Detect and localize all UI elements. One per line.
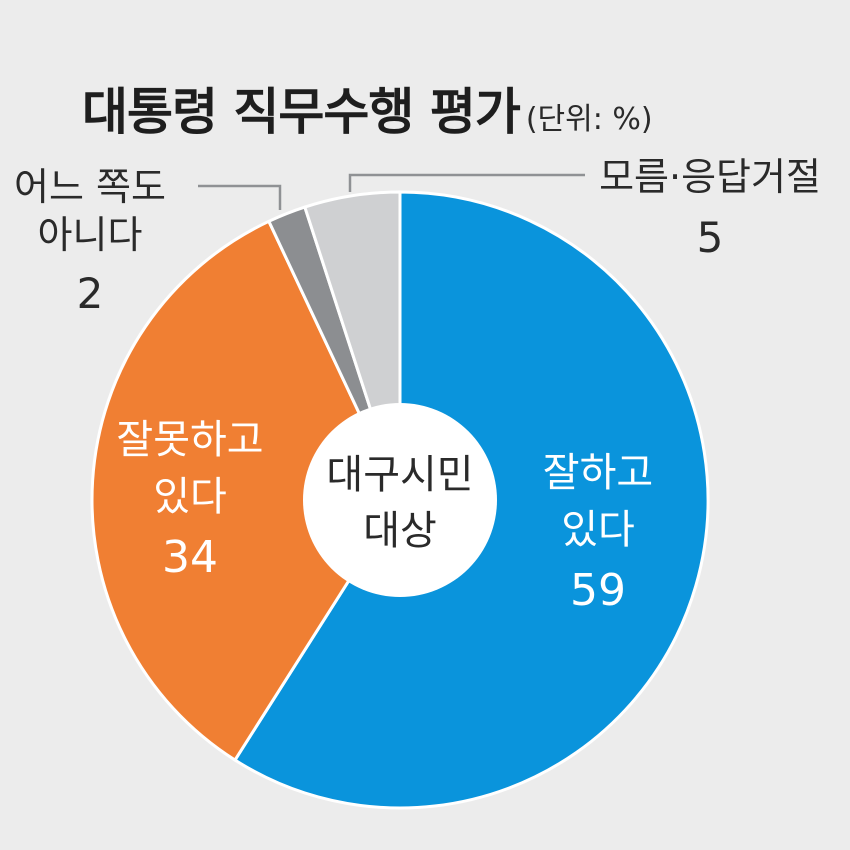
leader-line-3 bbox=[348, 173, 585, 192]
slice-label-0: 있다 bbox=[561, 507, 635, 553]
slice-value-2: 2 bbox=[77, 269, 104, 318]
chart-title-group: 대통령 직무수행 평가 (단위: %) bbox=[82, 72, 653, 144]
slice-label-2: 어느 쪽도 bbox=[14, 165, 166, 209]
chart-title: 대통령 직무수행 평가 bbox=[82, 83, 521, 141]
donut-hole bbox=[303, 403, 497, 597]
slice-label-1: 있다 bbox=[153, 474, 227, 520]
chart-unit: (단위: %) bbox=[525, 102, 653, 137]
slice-label-3: 모름·응답거절 bbox=[599, 155, 821, 199]
pie-slice-1 bbox=[90, 219, 402, 762]
center-label-line: 대상 bbox=[363, 508, 437, 554]
center-label-line: 대구시민 bbox=[326, 452, 473, 498]
slice-label-0: 잘하고 bbox=[543, 450, 653, 496]
slice-label-2: 아니다 bbox=[38, 213, 143, 257]
slice-value-0: 59 bbox=[570, 565, 626, 616]
slice-value-3: 5 bbox=[697, 213, 724, 262]
slice-label-1: 잘못하고 bbox=[116, 417, 263, 463]
slice-value-1: 34 bbox=[162, 532, 218, 583]
leader-line-2 bbox=[198, 184, 282, 210]
